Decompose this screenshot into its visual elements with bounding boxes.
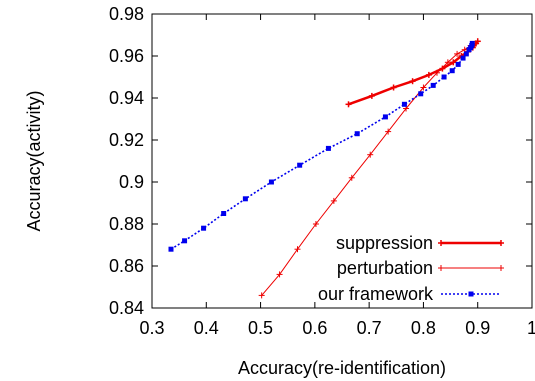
legend-swatch-marker	[498, 240, 504, 246]
data-point-suppression	[368, 92, 375, 99]
data-point-perturbation	[434, 69, 440, 76]
data-point-suppression	[425, 71, 432, 78]
data-point-perturbation	[348, 174, 355, 181]
data-point-our-framework	[418, 91, 424, 97]
data-point-our-framework	[401, 101, 407, 107]
x-tick-label: 0.6	[302, 318, 327, 338]
data-point-our-framework	[441, 74, 447, 80]
legend-label: our framework	[318, 284, 434, 304]
legend-label: suppression	[336, 233, 433, 253]
data-point-our-framework	[460, 55, 466, 61]
y-tick-label: 0.94	[109, 88, 144, 108]
legend-label: perturbation	[337, 258, 433, 278]
data-point-our-framework	[463, 51, 469, 57]
legend-swatch-marker	[438, 240, 444, 246]
data-point-perturbation	[258, 292, 265, 299]
plot-frame	[151, 13, 533, 309]
data-point-our-framework	[297, 162, 303, 168]
x-tick-label: 0.4	[194, 318, 219, 338]
y-tick-label: 0.9	[119, 172, 144, 192]
y-tick-label: 0.98	[109, 4, 144, 24]
x-tick-label: 0.8	[411, 318, 436, 338]
series-line-suppression	[348, 40, 479, 106]
data-point-perturbation	[312, 221, 319, 227]
y-tick-label: 0.88	[109, 214, 144, 234]
data-point-our-framework	[242, 196, 248, 202]
data-point-our-framework	[182, 238, 188, 244]
y-tick-label: 0.84	[109, 298, 144, 318]
data-point-perturbation	[367, 151, 374, 158]
data-point-suppression	[450, 59, 457, 66]
data-point-suppression	[345, 101, 352, 108]
x-axis-title: Accuracy(re-identification)	[238, 358, 446, 378]
ticks-layer: 0.3 0.4 0.5 0.6 0.7 0.8 0.9 1 0.84 0.86 0.88 0.9 0.9…	[109, 4, 535, 338]
x-tick-label: 0.5	[248, 318, 273, 338]
series-our-framework	[168, 40, 475, 252]
series-layer	[168, 38, 481, 299]
data-point-our-framework	[354, 131, 360, 137]
data-point-perturbation	[276, 271, 283, 278]
data-point-perturbation	[294, 246, 301, 253]
data-point-perturbation	[330, 197, 337, 204]
data-point-our-framework	[430, 82, 436, 88]
data-point-our-framework	[201, 225, 207, 231]
data-point-perturbation	[454, 50, 461, 57]
data-point-our-framework	[221, 211, 227, 216]
data-point-perturbation	[444, 59, 451, 66]
series-suppression	[345, 38, 481, 108]
x-tick-label: 0.7	[357, 318, 382, 338]
y-tick-label: 0.92	[109, 130, 144, 150]
data-point-perturbation	[474, 38, 481, 45]
y-tick-label: 0.96	[109, 46, 144, 66]
y-axis-title: Accuracy(activity)	[24, 90, 44, 231]
data-point-our-framework	[449, 68, 455, 74]
data-point-perturbation	[420, 84, 427, 91]
data-point-our-framework	[168, 246, 174, 252]
legend: suppression perturbation our framework	[318, 233, 504, 304]
legend-item-suppression: suppression	[336, 233, 504, 253]
x-tick-label: 1	[527, 318, 535, 338]
data-point-suppression	[439, 65, 446, 72]
legend-swatch-marker	[468, 291, 474, 297]
y-tick-label: 0.86	[109, 256, 144, 276]
data-point-our-framework	[382, 114, 388, 120]
data-point-perturbation	[385, 128, 392, 135]
data-point-our-framework	[325, 145, 331, 151]
data-point-our-framework	[469, 40, 475, 46]
legend-swatch-marker	[438, 265, 444, 271]
legend-swatch-marker	[498, 265, 504, 271]
data-point-our-framework	[455, 61, 461, 67]
x-tick-label: 0.3	[139, 318, 164, 338]
legend-item-perturbation: perturbation	[337, 258, 504, 278]
legend-item-our-framework: our framework	[318, 284, 501, 304]
data-point-suppression	[390, 84, 397, 91]
data-point-our-framework	[268, 179, 274, 185]
x-tick-label: 0.9	[465, 318, 490, 338]
data-point-suppression	[409, 78, 416, 85]
